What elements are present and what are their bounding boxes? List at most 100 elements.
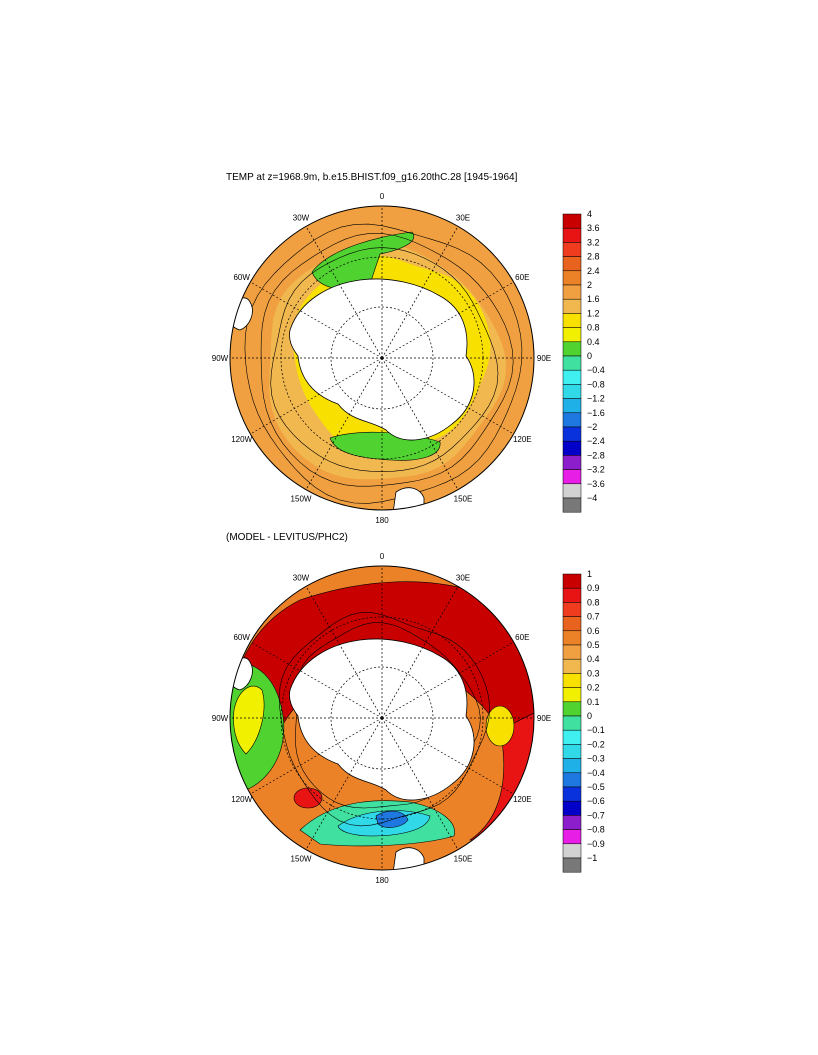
colorbar-swatch (562, 313, 582, 328)
colorbar-swatch (562, 587, 582, 603)
colorbar-swatch (562, 630, 582, 646)
colorbar-swatch (562, 772, 582, 788)
colorbar-label: 1 (587, 569, 592, 579)
colorbar-swatch (562, 644, 582, 660)
colorbar-swatch (562, 412, 582, 428)
colorbar-swatch (562, 573, 582, 589)
meridian-line (250, 641, 383, 719)
colorbar-swatch (562, 829, 582, 845)
meridian-line (381, 586, 459, 719)
longitude-label: 180 (375, 876, 389, 885)
graticule (230, 206, 534, 510)
colorbar-swatch (562, 270, 582, 286)
colorbar-swatch (562, 341, 582, 357)
colorbar-label: −0.7 (587, 810, 605, 820)
colorbar-label: −4 (587, 493, 597, 503)
polar-map-top: 0 30E 60E 90E 120E 150E 180 150W 120W 90W 60W 30W 4 3… (212, 192, 605, 525)
colorbar-label: 3.6 (587, 223, 600, 233)
longitude-label: 90W (212, 354, 229, 363)
colorbar-label: 2.8 (587, 252, 600, 262)
meridian-line (250, 281, 383, 359)
colorbar-label: 1.6 (587, 294, 600, 304)
colorbar-label: −2.8 (587, 450, 605, 460)
longitude-label: 30E (456, 574, 470, 583)
colorbar-swatch (562, 857, 582, 873)
colorbar-swatch (562, 426, 582, 442)
map-field (230, 566, 534, 870)
colorbar-swatch (562, 800, 582, 816)
colorbar-swatch (562, 497, 582, 513)
colorbar-label: 0 (587, 351, 592, 361)
colorbar-swatch (562, 786, 582, 802)
colorbar-label: −0.4 (587, 768, 605, 778)
new-zealand-landmass (391, 847, 425, 870)
colorbar-label: −1 (587, 853, 597, 863)
contour-line (270, 247, 499, 472)
colorbar-label: −1.2 (587, 394, 605, 404)
colorbar-swatch (562, 284, 582, 300)
longitude-label: 90E (537, 354, 551, 363)
colorbar-label: −3.6 (587, 479, 605, 489)
meridian-line (381, 717, 514, 795)
colorbar-swatch (562, 616, 582, 632)
longitude-label: 180 (375, 516, 389, 525)
meridian-line (305, 717, 383, 850)
colorbar-swatch (562, 455, 582, 470)
longitude-label: 0 (380, 192, 385, 201)
graticule (230, 566, 534, 870)
map-boundary (229, 205, 535, 511)
colorbar-label: −0.8 (587, 825, 605, 835)
meridian-line (381, 641, 514, 719)
polar-map-bottom: 0 30E 60E 90E 120E 150E 180 150W 120W 90W 60W 30W 1 0… (212, 552, 605, 885)
map-boundary (229, 565, 535, 871)
colorbar-label: −3.2 (587, 465, 605, 475)
colorbar-label: 0.9 (587, 583, 600, 593)
colorbar-swatch (562, 440, 582, 456)
longitude-label: 120E (513, 435, 532, 444)
longitude-label: 120W (231, 435, 252, 444)
colorbar-label: −0.8 (587, 379, 605, 389)
colorbar-swatch (562, 213, 582, 229)
longitude-label: 60E (515, 273, 529, 282)
longitude-label: 90W (212, 714, 229, 723)
colorbar-label: 0.5 (587, 640, 600, 650)
longitude-label: 0 (380, 552, 385, 561)
field-region (233, 685, 265, 755)
colorbar-label: −0.5 (587, 782, 605, 792)
colorbar-swatch (562, 227, 582, 243)
colorbar-swatch (562, 483, 582, 499)
colorbar-label: 0.2 (587, 683, 600, 693)
colorbar-swatch (562, 843, 582, 859)
colorbar-label: 0.8 (587, 597, 600, 607)
colorbar-swatch (562, 673, 582, 688)
longitude-label: 30W (293, 214, 310, 223)
colorbar-label: 0.4 (587, 337, 600, 347)
contour-line (244, 223, 523, 504)
meridian-line (381, 226, 459, 359)
meridian-line (250, 717, 383, 795)
colorbar-label: −0.6 (587, 796, 605, 806)
colorbar-label: −1.6 (587, 408, 605, 418)
colorbar-swatch (562, 298, 582, 314)
latitude-circle (330, 666, 434, 770)
longitude-label: 30E (456, 214, 470, 223)
meridian-line (250, 357, 383, 435)
colorbar-swatch (562, 355, 582, 371)
colorbar-label: −0.9 (587, 839, 605, 849)
colorbar-label: −0.1 (587, 725, 605, 735)
longitude-label: 60W (233, 633, 250, 642)
colorbar-swatch (562, 729, 582, 745)
meridian-line (305, 357, 383, 490)
meridian-line (305, 226, 383, 359)
meridian-line (305, 586, 383, 719)
colorbar-label: −2 (587, 422, 597, 432)
colorbar-label: 4 (587, 209, 592, 219)
colorbar-label: −2.4 (587, 436, 605, 446)
colorbar-label: 3.2 (587, 237, 600, 247)
colorbar-label: 0.4 (587, 654, 600, 664)
colorbar-swatch (562, 469, 582, 485)
colorbar-label: 0.6 (587, 626, 600, 636)
colorbar-label: 2 (587, 280, 592, 290)
contour-line (260, 233, 514, 487)
colorbar-swatch (562, 701, 582, 717)
